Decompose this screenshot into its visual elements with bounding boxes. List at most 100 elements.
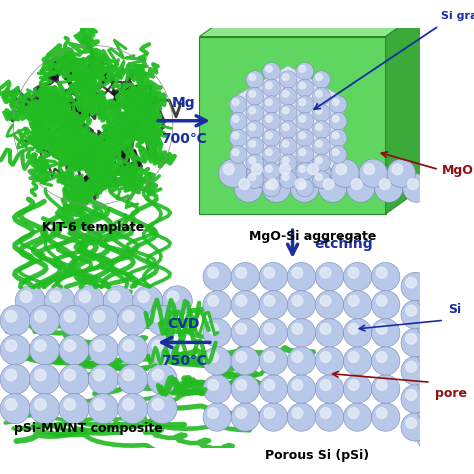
Circle shape: [203, 291, 231, 319]
Circle shape: [264, 380, 275, 391]
Circle shape: [320, 408, 331, 419]
Circle shape: [279, 171, 297, 189]
Circle shape: [406, 305, 417, 316]
Circle shape: [401, 356, 429, 385]
Circle shape: [123, 369, 134, 381]
Circle shape: [263, 79, 280, 97]
Circle shape: [372, 291, 400, 319]
Circle shape: [296, 146, 314, 164]
Circle shape: [299, 149, 306, 155]
Circle shape: [236, 380, 246, 391]
Circle shape: [229, 129, 247, 147]
Text: CVD: CVD: [167, 317, 200, 331]
Circle shape: [246, 154, 264, 172]
Text: 700℃: 700℃: [161, 132, 206, 146]
Circle shape: [332, 99, 339, 106]
Circle shape: [123, 310, 134, 322]
Circle shape: [312, 121, 330, 138]
Circle shape: [231, 291, 259, 319]
Text: 750℃: 750℃: [161, 354, 206, 368]
Circle shape: [88, 393, 118, 424]
Circle shape: [406, 418, 417, 428]
Circle shape: [287, 291, 316, 319]
Circle shape: [343, 375, 372, 403]
Circle shape: [264, 267, 275, 278]
Circle shape: [332, 149, 339, 155]
Circle shape: [421, 371, 432, 382]
Circle shape: [249, 157, 255, 164]
Circle shape: [292, 267, 303, 278]
Circle shape: [74, 286, 104, 316]
Circle shape: [246, 171, 264, 189]
Text: pSi-MWNT composite: pSi-MWNT composite: [14, 422, 163, 435]
Circle shape: [246, 159, 275, 187]
Circle shape: [231, 346, 259, 375]
Circle shape: [376, 267, 387, 278]
Circle shape: [208, 267, 219, 278]
Circle shape: [329, 112, 347, 130]
Circle shape: [292, 408, 303, 419]
Circle shape: [263, 96, 280, 113]
Circle shape: [401, 385, 429, 413]
Circle shape: [299, 165, 306, 172]
Circle shape: [263, 63, 280, 80]
Circle shape: [315, 346, 344, 375]
Circle shape: [406, 362, 417, 372]
Circle shape: [88, 364, 118, 394]
Circle shape: [152, 340, 164, 351]
Circle shape: [401, 413, 429, 441]
Circle shape: [234, 174, 263, 202]
Circle shape: [316, 74, 322, 81]
Circle shape: [246, 71, 264, 89]
Circle shape: [259, 375, 288, 403]
Text: pore: pore: [435, 387, 467, 400]
Circle shape: [417, 338, 445, 367]
Circle shape: [392, 164, 403, 174]
Circle shape: [401, 273, 429, 301]
Circle shape: [421, 287, 432, 298]
Circle shape: [88, 305, 118, 336]
Circle shape: [208, 408, 219, 419]
Circle shape: [167, 291, 179, 302]
Circle shape: [265, 132, 273, 139]
Circle shape: [236, 323, 246, 334]
Circle shape: [236, 267, 246, 278]
Circle shape: [64, 310, 75, 322]
Circle shape: [264, 408, 275, 419]
Circle shape: [316, 107, 322, 114]
Circle shape: [208, 295, 219, 306]
Circle shape: [162, 286, 192, 316]
Text: etching: etching: [315, 237, 374, 251]
Circle shape: [20, 291, 32, 302]
Circle shape: [287, 403, 316, 431]
Circle shape: [0, 335, 30, 365]
Text: KIT-6 template: KIT-6 template: [42, 221, 144, 234]
Circle shape: [265, 149, 273, 155]
Circle shape: [236, 408, 246, 419]
Circle shape: [308, 164, 319, 174]
Circle shape: [263, 129, 280, 147]
Circle shape: [64, 369, 75, 381]
Circle shape: [315, 263, 344, 291]
Circle shape: [223, 164, 234, 174]
Circle shape: [219, 159, 247, 187]
Circle shape: [203, 375, 231, 403]
Circle shape: [343, 319, 372, 347]
Circle shape: [417, 283, 445, 310]
Circle shape: [229, 96, 247, 113]
Circle shape: [232, 99, 239, 106]
Circle shape: [315, 291, 344, 319]
Circle shape: [331, 159, 359, 187]
Circle shape: [275, 159, 303, 187]
Circle shape: [249, 124, 255, 130]
Circle shape: [249, 174, 255, 181]
Circle shape: [279, 137, 297, 155]
Circle shape: [35, 340, 46, 351]
Circle shape: [376, 380, 387, 391]
Circle shape: [316, 124, 322, 130]
Circle shape: [372, 346, 400, 375]
Circle shape: [299, 116, 306, 122]
Circle shape: [265, 99, 273, 106]
Circle shape: [5, 369, 17, 381]
Circle shape: [249, 107, 255, 114]
